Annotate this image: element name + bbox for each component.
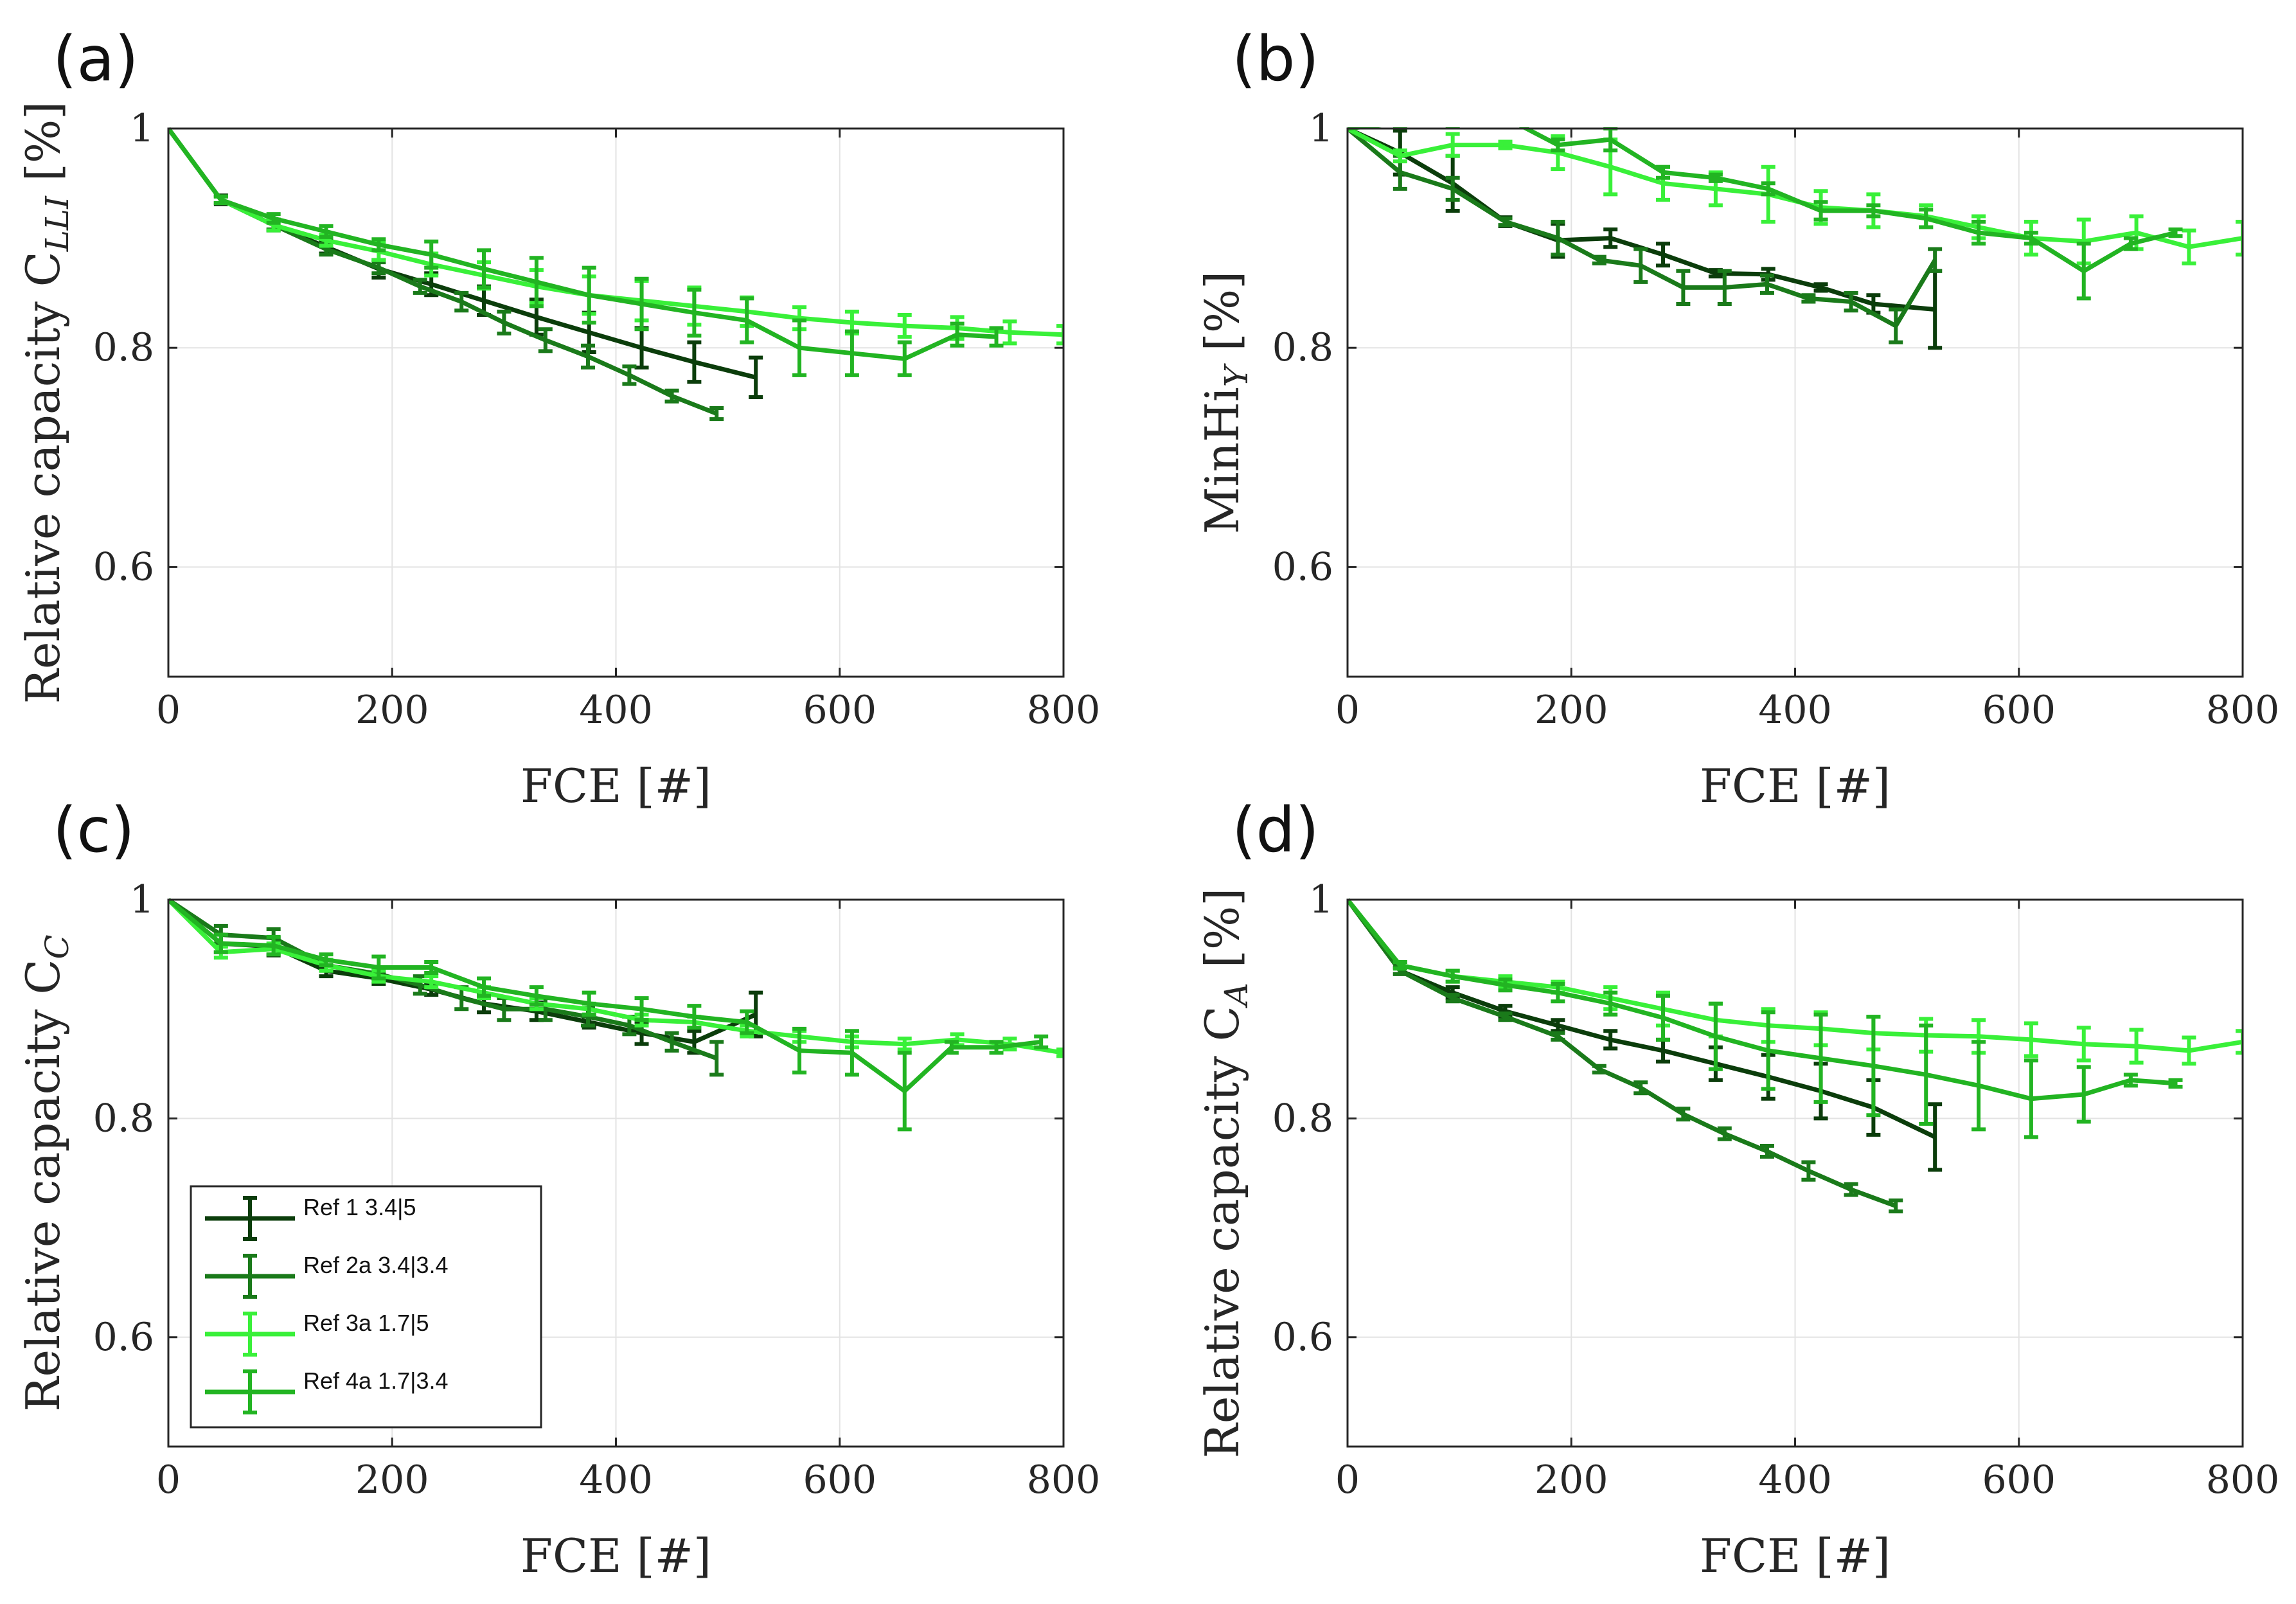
x-tick-label: 800 <box>1027 688 1101 733</box>
series-line <box>168 898 1042 1094</box>
series-2 <box>168 898 724 1077</box>
x-axis-label: FCE [#] <box>521 759 711 813</box>
y-tick-label: 1 <box>130 106 154 151</box>
x-tick-label: 600 <box>803 1457 877 1502</box>
x-axis-label: FCE [#] <box>1700 759 1891 813</box>
y-axis-label: MinHiY [%] <box>1195 271 1255 534</box>
series-4 <box>168 898 1049 1132</box>
x-tick-label: 200 <box>355 688 429 733</box>
plot-area <box>1348 127 2243 350</box>
x-tick-label: 600 <box>1982 1457 2056 1502</box>
series-2 <box>1348 127 1943 344</box>
series-line <box>168 898 1063 1055</box>
x-tick-label: 200 <box>1535 688 1608 733</box>
y-tick-label: 0.6 <box>1272 544 1333 589</box>
panel-d: 0 200 400 600 800 0.6 0.8 1 FCE [#] Relative capa… <box>1195 794 2279 1583</box>
x-tick-label: 400 <box>1758 1457 1832 1502</box>
y-tick-label: 0.6 <box>93 1315 154 1360</box>
y-tick-label: 0.8 <box>93 1096 154 1141</box>
series-4 <box>168 127 1004 377</box>
series-line <box>168 127 718 416</box>
panel-label: (a) <box>53 23 139 95</box>
y-tick-label: 0.6 <box>1272 1315 1333 1360</box>
x-tick-label: 600 <box>1982 688 2056 733</box>
x-tick-label: 800 <box>2206 688 2280 733</box>
x-tick-label: 600 <box>803 688 877 733</box>
panel-b: 0 200 400 600 800 0.6 0.8 1 FCE [#] MinHiY [%] (b) <box>1195 23 2279 813</box>
series-line <box>168 127 757 380</box>
x-tick-label: 400 <box>579 1457 653 1502</box>
x-axis-label: FCE [#] <box>1700 1529 1891 1583</box>
panel-label: (d) <box>1232 794 1319 866</box>
x-tick-label: 800 <box>2206 1457 2280 1502</box>
x-tick-label: 400 <box>1758 688 1832 733</box>
plot-area <box>168 898 1063 1132</box>
y-axis-label: Relative capacity CLLI [%] <box>16 102 76 704</box>
plot-area <box>168 127 1063 422</box>
series-4 <box>1348 127 2183 301</box>
y-tick-label: 1 <box>130 877 154 922</box>
y-tick-label: 0.8 <box>1272 1096 1333 1141</box>
series-1 <box>168 898 763 1055</box>
series-3 <box>168 127 1063 346</box>
x-tick-label: 0 <box>156 688 181 733</box>
x-axis-label: FCE [#] <box>521 1529 711 1583</box>
series-line <box>1348 898 2243 1053</box>
x-tick-label: 0 <box>156 1457 181 1502</box>
y-axis-label: Relative capacity CA [%] <box>1195 888 1255 1459</box>
y-tick-label: 0.8 <box>1272 325 1333 370</box>
series-2 <box>1348 898 1903 1214</box>
panel-a: 0 200 400 600 800 0.6 0.8 1 FCE [#] Relative capa… <box>16 23 1100 813</box>
legend-item: Ref 3a 1.7|5 <box>205 1310 429 1357</box>
x-tick-label: 0 <box>1335 1457 1360 1502</box>
series-3 <box>1348 127 2243 265</box>
y-tick-label: 1 <box>1309 106 1333 151</box>
y-axis-label: Relative capacity CC <box>16 934 76 1411</box>
x-tick-label: 200 <box>1535 1457 1608 1502</box>
legend-label: Ref 4a 1.7|3.4 <box>303 1368 449 1394</box>
series-line <box>1348 898 1936 1139</box>
panel-label: (b) <box>1232 23 1319 95</box>
panel-c: 0 200 400 600 800 0.6 0.8 1 FCE [#] Relative capa… <box>16 794 1100 1583</box>
x-tick-label: 400 <box>579 688 653 733</box>
legend-label: Ref 2a 3.4|3.4 <box>303 1252 449 1278</box>
series-line <box>1348 127 1936 312</box>
series-line <box>1348 127 1937 328</box>
x-tick-label: 800 <box>1027 1457 1101 1502</box>
plot-area <box>1348 898 2243 1214</box>
series-2 <box>168 127 724 422</box>
legend-item: Ref 4a 1.7|3.4 <box>205 1368 449 1414</box>
legend-item: Ref 1 3.4|5 <box>205 1194 416 1241</box>
x-tick-label: 0 <box>1335 688 1360 733</box>
legend-item: Ref 2a 3.4|3.4 <box>205 1252 449 1299</box>
series-line <box>1348 898 1897 1208</box>
y-tick-label: 0.8 <box>93 325 154 370</box>
series-1 <box>1348 898 1943 1172</box>
panel-label: (c) <box>53 794 135 866</box>
legend: Ref 1 3.4|5 Ref 2a 3.4|3.4 Ref 3a 1.7|5 Ref… <box>190 1185 542 1429</box>
series-4 <box>1348 898 2183 1139</box>
legend-label: Ref 3a 1.7|5 <box>303 1310 429 1336</box>
series-3 <box>168 898 1063 1058</box>
x-tick-label: 200 <box>355 1457 429 1502</box>
y-tick-label: 1 <box>1309 877 1333 922</box>
y-tick-label: 0.6 <box>93 544 154 589</box>
legend-label: Ref 1 3.4|5 <box>303 1194 416 1220</box>
